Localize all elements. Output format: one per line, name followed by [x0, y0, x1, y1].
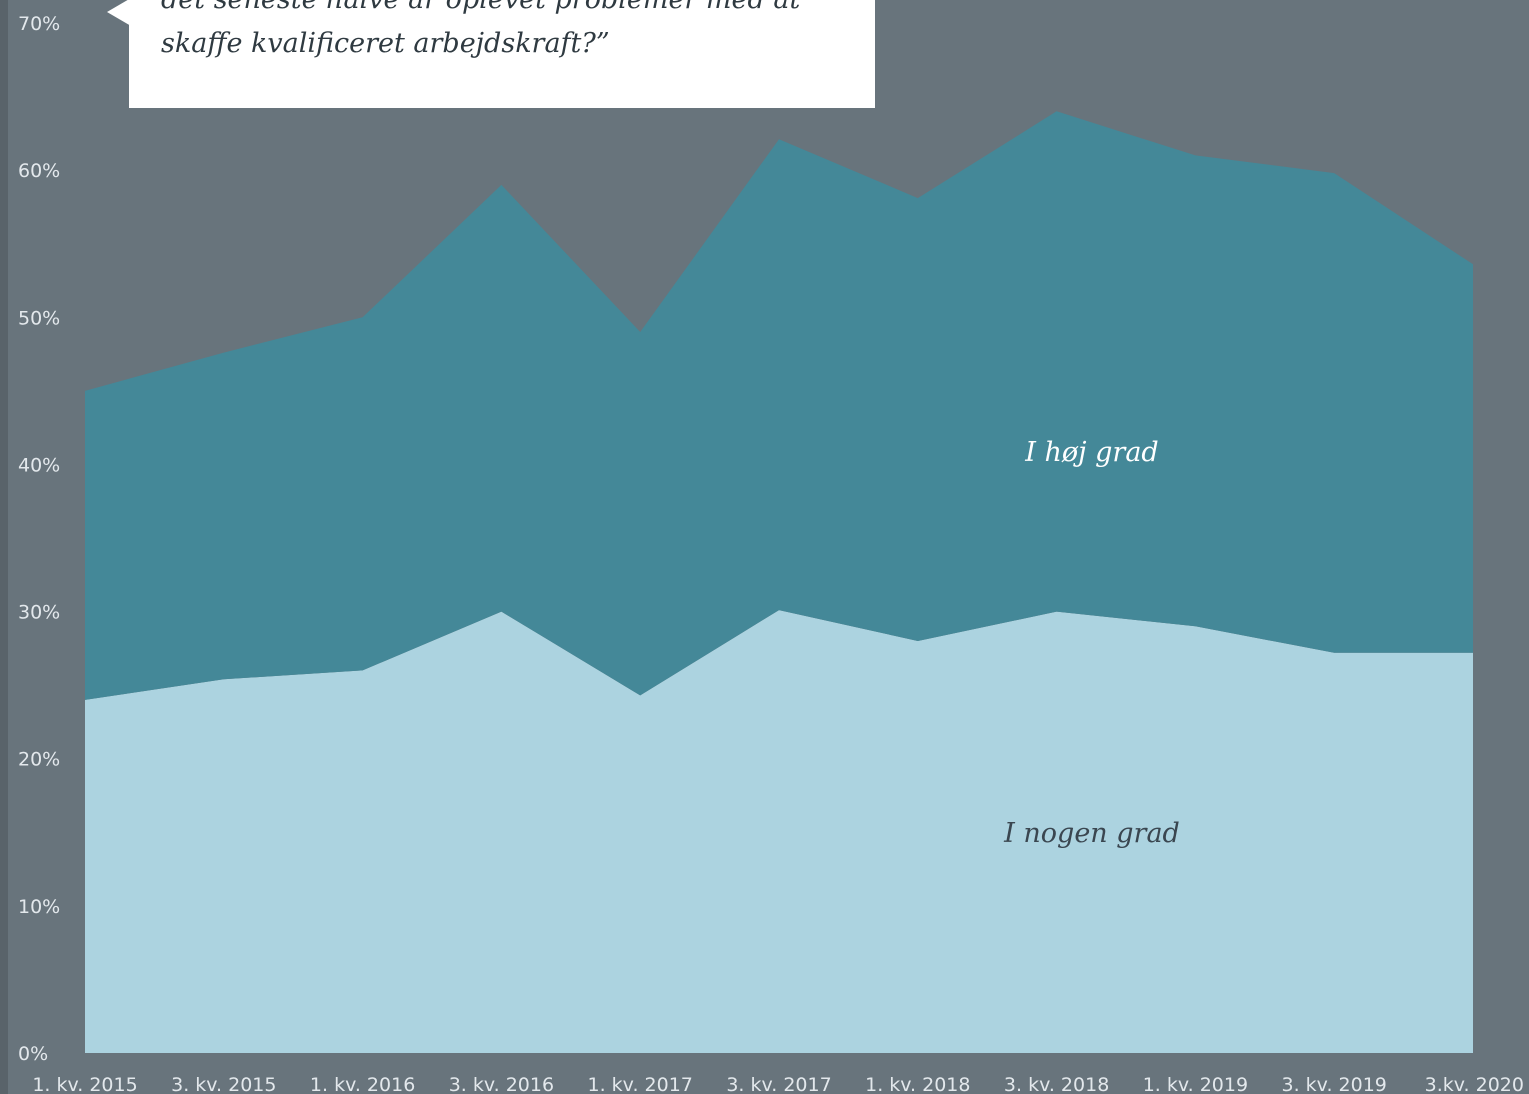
- x-tick-label: 3. kv. 2018: [1004, 1074, 1109, 1094]
- x-tick-label: 1. kv. 2019: [1143, 1074, 1248, 1094]
- x-tick-label: 3. kv. 2017: [726, 1074, 831, 1094]
- x-tick-label: 3. kv. 2019: [1282, 1074, 1387, 1094]
- chart-title: det seneste halve år oplevet problemer m…: [161, 0, 800, 59]
- y-tick-label: 30%: [18, 602, 60, 624]
- y-tick-label: 50%: [18, 307, 60, 329]
- x-tick-label: 1. kv. 2016: [310, 1074, 415, 1094]
- x-tick-label: 3. kv. 2015: [171, 1074, 276, 1094]
- y-tick-label: 70%: [18, 13, 60, 35]
- series-label-i-nogen-grad: I nogen grad: [1003, 818, 1180, 849]
- callout-tail: [107, 0, 131, 26]
- area-series-i-hoej-grad: [85, 111, 1473, 700]
- x-tick-label: 3. kv. 2016: [449, 1074, 554, 1094]
- y-tick-label: 10%: [18, 896, 60, 918]
- x-tick-label: 1. kv. 2015: [32, 1074, 137, 1094]
- y-tick-label: 20%: [18, 749, 60, 771]
- series-label-i-hoej-grad: I høj grad: [1024, 437, 1158, 468]
- question-callout: det seneste halve år oplevet problemer m…: [129, 0, 875, 108]
- area-series-i-nogen-grad: [85, 610, 1473, 1053]
- left-border: [0, 0, 8, 1094]
- y-tick-label: 0%: [18, 1043, 48, 1065]
- y-tick-label: 40%: [18, 454, 60, 476]
- x-tick-label: 3.kv. 2020: [1425, 1074, 1524, 1094]
- x-tick-label: 1. kv. 2017: [588, 1074, 693, 1094]
- x-tick-label: 1. kv. 2018: [865, 1074, 970, 1094]
- y-tick-label: 60%: [18, 160, 60, 182]
